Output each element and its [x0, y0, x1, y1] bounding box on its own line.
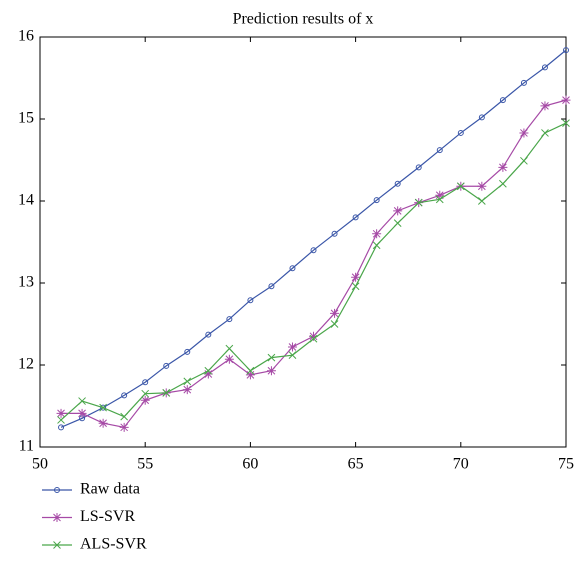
marker: [351, 272, 361, 282]
marker: [498, 162, 508, 172]
legend-label: ALS-SVR: [80, 536, 147, 553]
plot-frame: [39, 36, 567, 448]
marker: [309, 334, 318, 343]
marker: [310, 247, 317, 254]
legend-marker: [52, 513, 62, 522]
marker: [99, 403, 107, 412]
marker: [119, 422, 129, 432]
legend-marker: [54, 487, 60, 493]
marker: [142, 379, 149, 386]
series-line: [61, 99, 567, 428]
marker: [309, 331, 319, 341]
x-tick-label: 75: [558, 456, 574, 473]
marker: [393, 206, 403, 216]
marker: [520, 156, 528, 165]
marker: [226, 316, 233, 323]
marker: [120, 412, 129, 421]
marker: [141, 389, 150, 398]
marker: [435, 195, 444, 204]
marker: [224, 354, 234, 364]
legend-marker: [53, 541, 61, 549]
marker: [561, 95, 571, 105]
marker: [268, 283, 275, 290]
marker: [330, 308, 340, 318]
marker: [203, 369, 213, 379]
chart-title: Prediction results of x: [233, 11, 374, 28]
marker: [289, 265, 296, 272]
marker: [435, 190, 445, 200]
marker: [477, 197, 486, 205]
marker: [163, 362, 170, 369]
marker: [478, 114, 485, 121]
legend-label: LS-SVR: [80, 508, 135, 525]
x-tick-label: 55: [137, 456, 153, 473]
marker: [352, 214, 359, 221]
y-tick-label: 11: [19, 438, 34, 455]
y-tick-label: 14: [18, 192, 34, 209]
legend-label: Raw data: [80, 481, 140, 498]
marker: [245, 370, 255, 380]
series-line: [60, 49, 567, 428]
marker: [266, 366, 276, 376]
marker: [77, 408, 87, 418]
marker: [331, 230, 338, 237]
marker: [98, 418, 108, 428]
marker: [394, 180, 401, 187]
marker: [162, 389, 171, 397]
marker: [184, 348, 191, 355]
marker: [541, 129, 549, 137]
marker: [372, 229, 382, 239]
marker: [78, 397, 86, 405]
marker: [520, 79, 527, 86]
marker: [499, 97, 506, 104]
marker: [499, 179, 507, 188]
marker: [456, 182, 465, 191]
x-tick-label: 65: [348, 456, 364, 473]
marker: [414, 198, 423, 207]
marker: [457, 129, 464, 136]
marker: [393, 219, 402, 227]
x-tick-label: 60: [242, 456, 258, 473]
marker: [246, 366, 255, 375]
y-tick-label: 13: [18, 274, 34, 291]
marker: [205, 331, 212, 338]
y-tick-label: 16: [18, 28, 34, 45]
marker: [288, 351, 297, 360]
marker: [56, 408, 66, 418]
marker: [140, 395, 150, 405]
marker: [183, 377, 192, 386]
x-tick-label: 70: [453, 456, 469, 473]
marker: [100, 404, 107, 411]
marker: [372, 241, 381, 250]
marker: [330, 320, 339, 328]
marker: [541, 64, 548, 71]
marker: [247, 297, 254, 304]
marker: [351, 282, 360, 291]
marker: [287, 342, 297, 352]
y-tick-label: 15: [18, 110, 34, 127]
marker: [477, 181, 487, 191]
marker: [57, 416, 65, 424]
marker: [204, 366, 213, 375]
series-line: [60, 122, 567, 421]
marker: [562, 119, 570, 127]
marker: [58, 424, 65, 431]
y-tick-label: 12: [18, 356, 34, 373]
marker: [540, 101, 550, 111]
marker: [225, 344, 234, 353]
marker: [436, 147, 443, 154]
marker: [267, 353, 276, 362]
marker: [121, 392, 128, 399]
marker: [373, 197, 380, 204]
marker: [519, 128, 529, 138]
marker: [182, 385, 192, 395]
x-tick-label: 50: [32, 456, 48, 473]
marker: [563, 47, 569, 54]
marker: [415, 164, 422, 171]
